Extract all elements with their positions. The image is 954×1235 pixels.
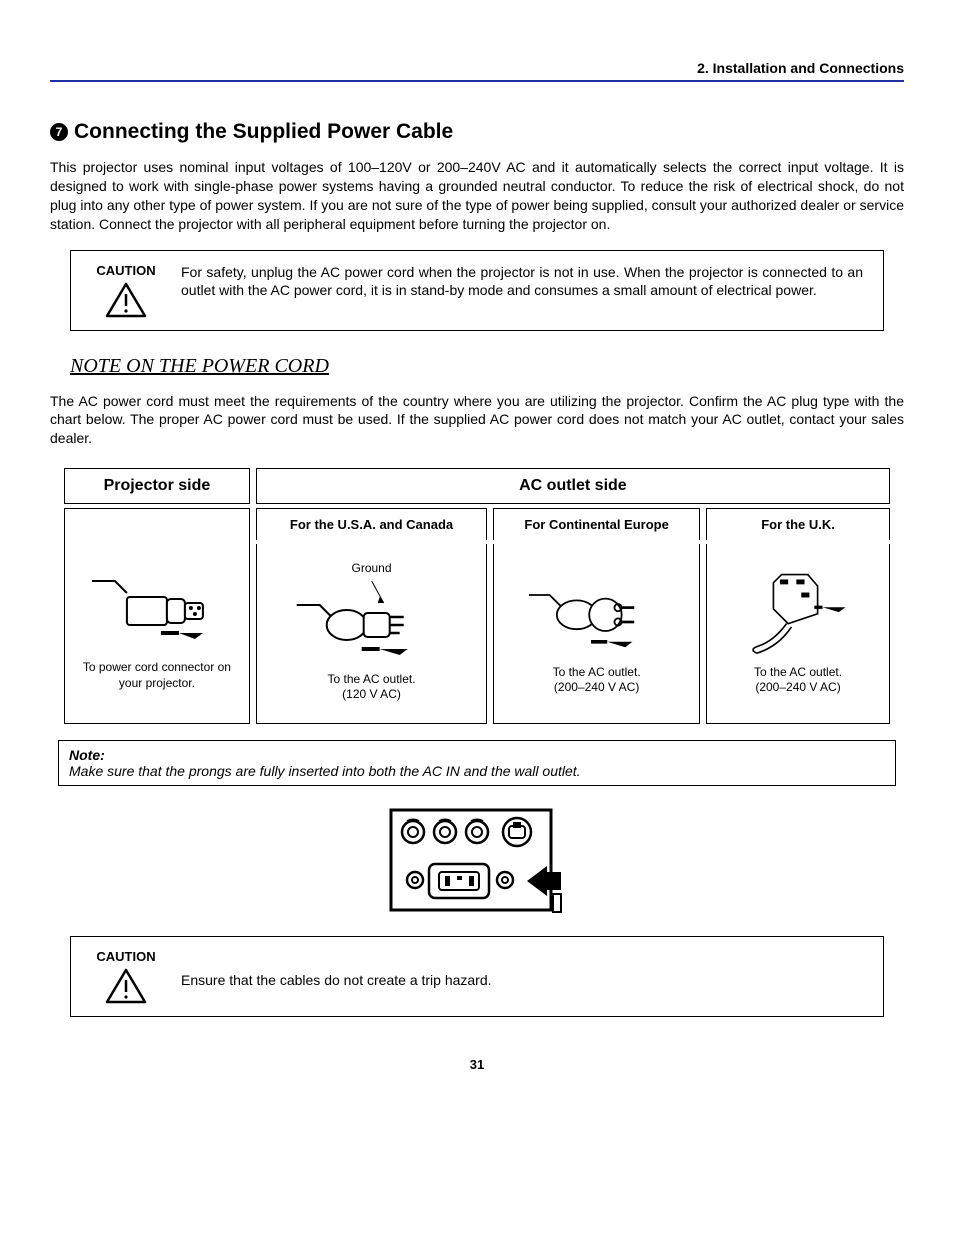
note-text: Make sure that the prongs are fully inse… xyxy=(69,763,581,779)
uk-cap1: To the AC outlet. xyxy=(754,665,842,679)
th-usa-canada: For the U.S.A. and Canada xyxy=(256,508,487,540)
intro-paragraph: This projector uses nominal input voltag… xyxy=(50,158,904,234)
th-uk: For the U.K. xyxy=(706,508,890,540)
eu-cap1: To the AC outlet. xyxy=(553,665,641,679)
projector-caption: To power cord connector on your projecto… xyxy=(71,660,243,691)
uk-plug-illustration xyxy=(711,568,885,658)
europe-plug-illustration xyxy=(498,568,695,658)
caution-2-text: Ensure that the cables do not create a t… xyxy=(181,949,863,990)
warning-triangle-icon xyxy=(105,968,147,1004)
power-cord-table: Projector side AC outlet side To power c… xyxy=(58,464,896,728)
th-projector-side: Projector side xyxy=(64,468,250,504)
page-number: 31 xyxy=(50,1057,904,1072)
caution-box-1: CAUTION For safety, unplug the AC power … xyxy=(70,250,884,331)
caution-label: CAUTION xyxy=(96,263,155,278)
eu-cap2: (200–240 V AC) xyxy=(554,680,639,694)
caution-box-2: CAUTION Ensure that the cables do not cr… xyxy=(70,936,884,1017)
warning-triangle-icon xyxy=(105,282,147,318)
cell-europe-plug: To the AC outlet.(200–240 V AC) xyxy=(493,544,700,724)
cell-uk-plug: To the AC outlet.(200–240 V AC) xyxy=(706,544,890,724)
ground-label: Ground xyxy=(261,561,482,575)
th-ac-outlet-side: AC outlet side xyxy=(256,468,890,504)
section-title: Connecting the Supplied Power Cable xyxy=(74,120,453,144)
chapter-header: 2. Installation and Connections xyxy=(50,60,904,82)
cell-usa-plug: Ground To the AC outlet.(120 V AC) xyxy=(256,544,487,724)
caution-label-2: CAUTION xyxy=(96,949,155,964)
usa-plug-illustration xyxy=(261,575,482,665)
note-intro-paragraph: The AC power cord must meet the requirem… xyxy=(50,392,904,449)
uk-cap2: (200–240 V AC) xyxy=(755,680,840,694)
caution-1-text: For safety, unplug the AC power cord whe… xyxy=(181,263,863,301)
th-europe: For Continental Europe xyxy=(493,508,700,540)
section-heading: 7 Connecting the Supplied Power Cable xyxy=(50,120,904,144)
note-box: Note: Make sure that the prongs are full… xyxy=(58,740,896,786)
usa-cap2: (120 V AC) xyxy=(342,687,401,701)
cell-projector-connector: To power cord connector on your projecto… xyxy=(64,508,250,724)
usa-cap1: To the AC outlet. xyxy=(327,672,415,686)
note-on-power-cord-heading: NOTE ON THE POWER CORD xyxy=(70,355,904,378)
connector-panel-illustration xyxy=(387,806,567,916)
section-number-badge: 7 xyxy=(50,123,68,141)
note-lead: Note: xyxy=(69,747,105,763)
projector-connector-illustration xyxy=(71,563,243,653)
